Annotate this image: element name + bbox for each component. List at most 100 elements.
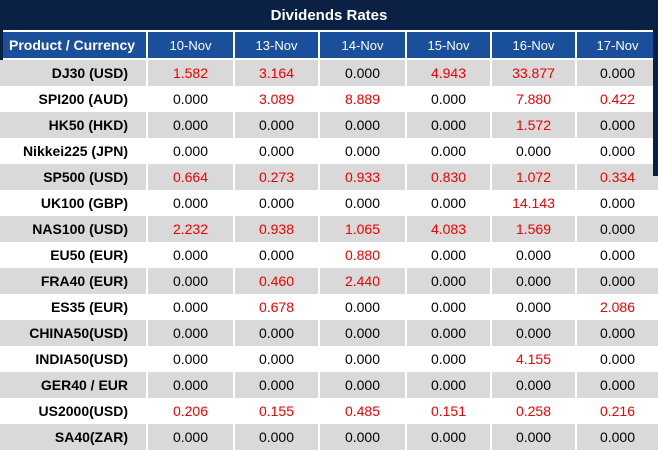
value-cell: 0.000: [407, 242, 492, 268]
value-cell: 0.000: [492, 268, 577, 294]
value-cell: 0.151: [407, 398, 492, 424]
column-header-date: 14-Nov: [320, 32, 407, 58]
product-cell: CHINA50(USD): [0, 320, 148, 346]
value-cell: 0.000: [577, 242, 658, 268]
value-cell: 0.000: [407, 112, 492, 138]
title-bar: Dividends Rates: [0, 0, 658, 30]
table-row: UK100 (GBP) 0.000 0.000 0.000 0.000 14.143 0.0…: [0, 190, 658, 216]
value-cell: 0.000: [577, 424, 658, 450]
value-cell: 0.000: [235, 112, 320, 138]
table-row: DJ30 (USD) 1.582 3.164 0.000 4.943 33.877 0.00…: [0, 60, 658, 86]
value-cell: 0.000: [492, 138, 577, 164]
table-row: GER40 / EUR 0.000 0.000 0.000 0.000 0.000 0.00…: [0, 372, 658, 398]
value-cell: 0.000: [148, 424, 235, 450]
value-cell: 0.422: [577, 86, 658, 112]
value-cell: 2.232: [148, 216, 235, 242]
value-cell: 1.569: [492, 216, 577, 242]
product-cell: ES35 (EUR): [0, 294, 148, 320]
value-cell: 0.000: [320, 372, 407, 398]
value-cell: 0.000: [577, 216, 658, 242]
value-cell: 0.258: [492, 398, 577, 424]
value-cell: 0.000: [320, 60, 407, 86]
value-cell: 0.216: [577, 398, 658, 424]
table-header-row: Product / Currency 10-Nov 13-Nov 14-Nov 15-…: [0, 30, 658, 60]
value-cell: 1.065: [320, 216, 407, 242]
value-cell: 0.664: [148, 164, 235, 190]
value-cell: 0.000: [577, 112, 658, 138]
value-cell: 0.000: [320, 424, 407, 450]
value-cell: 0.273: [235, 164, 320, 190]
value-cell: 0.000: [577, 372, 658, 398]
table-row: CHINA50(USD) 0.000 0.000 0.000 0.000 0.000 0.0…: [0, 320, 658, 346]
product-cell: INDIA50(USD): [0, 346, 148, 372]
value-cell: 0.000: [407, 268, 492, 294]
table-row: SA40(ZAR) 0.000 0.000 0.000 0.000 0.000 0.000: [0, 424, 658, 450]
table-row: US2000(USD) 0.206 0.155 0.485 0.151 0.258 0.21…: [0, 398, 658, 424]
value-cell: 4.155: [492, 346, 577, 372]
value-cell: 0.938: [235, 216, 320, 242]
value-cell: 0.000: [235, 138, 320, 164]
value-cell: 0.000: [148, 112, 235, 138]
value-cell: 0.678: [235, 294, 320, 320]
value-cell: 0.000: [407, 372, 492, 398]
value-cell: 0.206: [148, 398, 235, 424]
product-cell: DJ30 (USD): [0, 60, 148, 86]
value-cell: 0.000: [148, 138, 235, 164]
value-cell: 0.000: [407, 294, 492, 320]
value-cell: 0.000: [320, 320, 407, 346]
column-header-date: 13-Nov: [235, 32, 320, 58]
value-cell: 0.000: [407, 346, 492, 372]
value-cell: 0.000: [235, 320, 320, 346]
column-header-date: 17-Nov: [577, 32, 658, 58]
value-cell: 0.830: [407, 164, 492, 190]
table-row: INDIA50(USD) 0.000 0.000 0.000 0.000 4.155 0.0…: [0, 346, 658, 372]
product-cell: NAS100 (USD): [0, 216, 148, 242]
table-row: FRA40 (EUR) 0.000 0.460 2.440 0.000 0.000 0.00…: [0, 268, 658, 294]
table-row: NAS100 (USD) 2.232 0.938 1.065 4.083 1.569 0.0…: [0, 216, 658, 242]
product-cell: SPI200 (AUD): [0, 86, 148, 112]
product-cell: UK100 (GBP): [0, 190, 148, 216]
value-cell: 8.889: [320, 86, 407, 112]
value-cell: 0.460: [235, 268, 320, 294]
value-cell: 0.000: [492, 372, 577, 398]
value-cell: 0.000: [235, 372, 320, 398]
value-cell: 4.083: [407, 216, 492, 242]
value-cell: 2.086: [577, 294, 658, 320]
value-cell: 0.000: [148, 320, 235, 346]
table-row: SP500 (USD) 0.664 0.273 0.933 0.830 1.072 0.33…: [0, 164, 658, 190]
value-cell: 0.000: [320, 112, 407, 138]
value-cell: 2.440: [320, 268, 407, 294]
value-cell: 0.000: [407, 424, 492, 450]
value-cell: 3.164: [235, 60, 320, 86]
value-cell: 0.155: [235, 398, 320, 424]
value-cell: 0.000: [407, 190, 492, 216]
value-cell: 0.880: [320, 242, 407, 268]
value-cell: 0.000: [577, 60, 658, 86]
value-cell: 0.000: [235, 242, 320, 268]
value-cell: 0.334: [577, 164, 658, 190]
value-cell: 0.000: [148, 190, 235, 216]
value-cell: 4.943: [407, 60, 492, 86]
left-border-strip: [0, 0, 3, 60]
product-cell: SP500 (USD): [0, 164, 148, 190]
page-title: Dividends Rates: [270, 6, 388, 24]
value-cell: 0.933: [320, 164, 407, 190]
product-cell: US2000(USD): [0, 398, 148, 424]
value-cell: 0.000: [407, 320, 492, 346]
value-cell: 1.572: [492, 112, 577, 138]
product-cell: EU50 (EUR): [0, 242, 148, 268]
value-cell: 0.000: [577, 190, 658, 216]
value-cell: 0.000: [148, 86, 235, 112]
value-cell: 0.485: [320, 398, 407, 424]
value-cell: 1.072: [492, 164, 577, 190]
value-cell: 0.000: [407, 86, 492, 112]
value-cell: 0.000: [492, 320, 577, 346]
value-cell: 0.000: [492, 424, 577, 450]
value-cell: 0.000: [320, 294, 407, 320]
value-cell: 7.880: [492, 86, 577, 112]
column-header-date: 15-Nov: [407, 32, 492, 58]
product-cell: SA40(ZAR): [0, 424, 148, 450]
table-row: SPI200 (AUD) 0.000 3.089 8.889 0.000 7.880 0.4…: [0, 86, 658, 112]
column-header-date: 10-Nov: [148, 32, 235, 58]
